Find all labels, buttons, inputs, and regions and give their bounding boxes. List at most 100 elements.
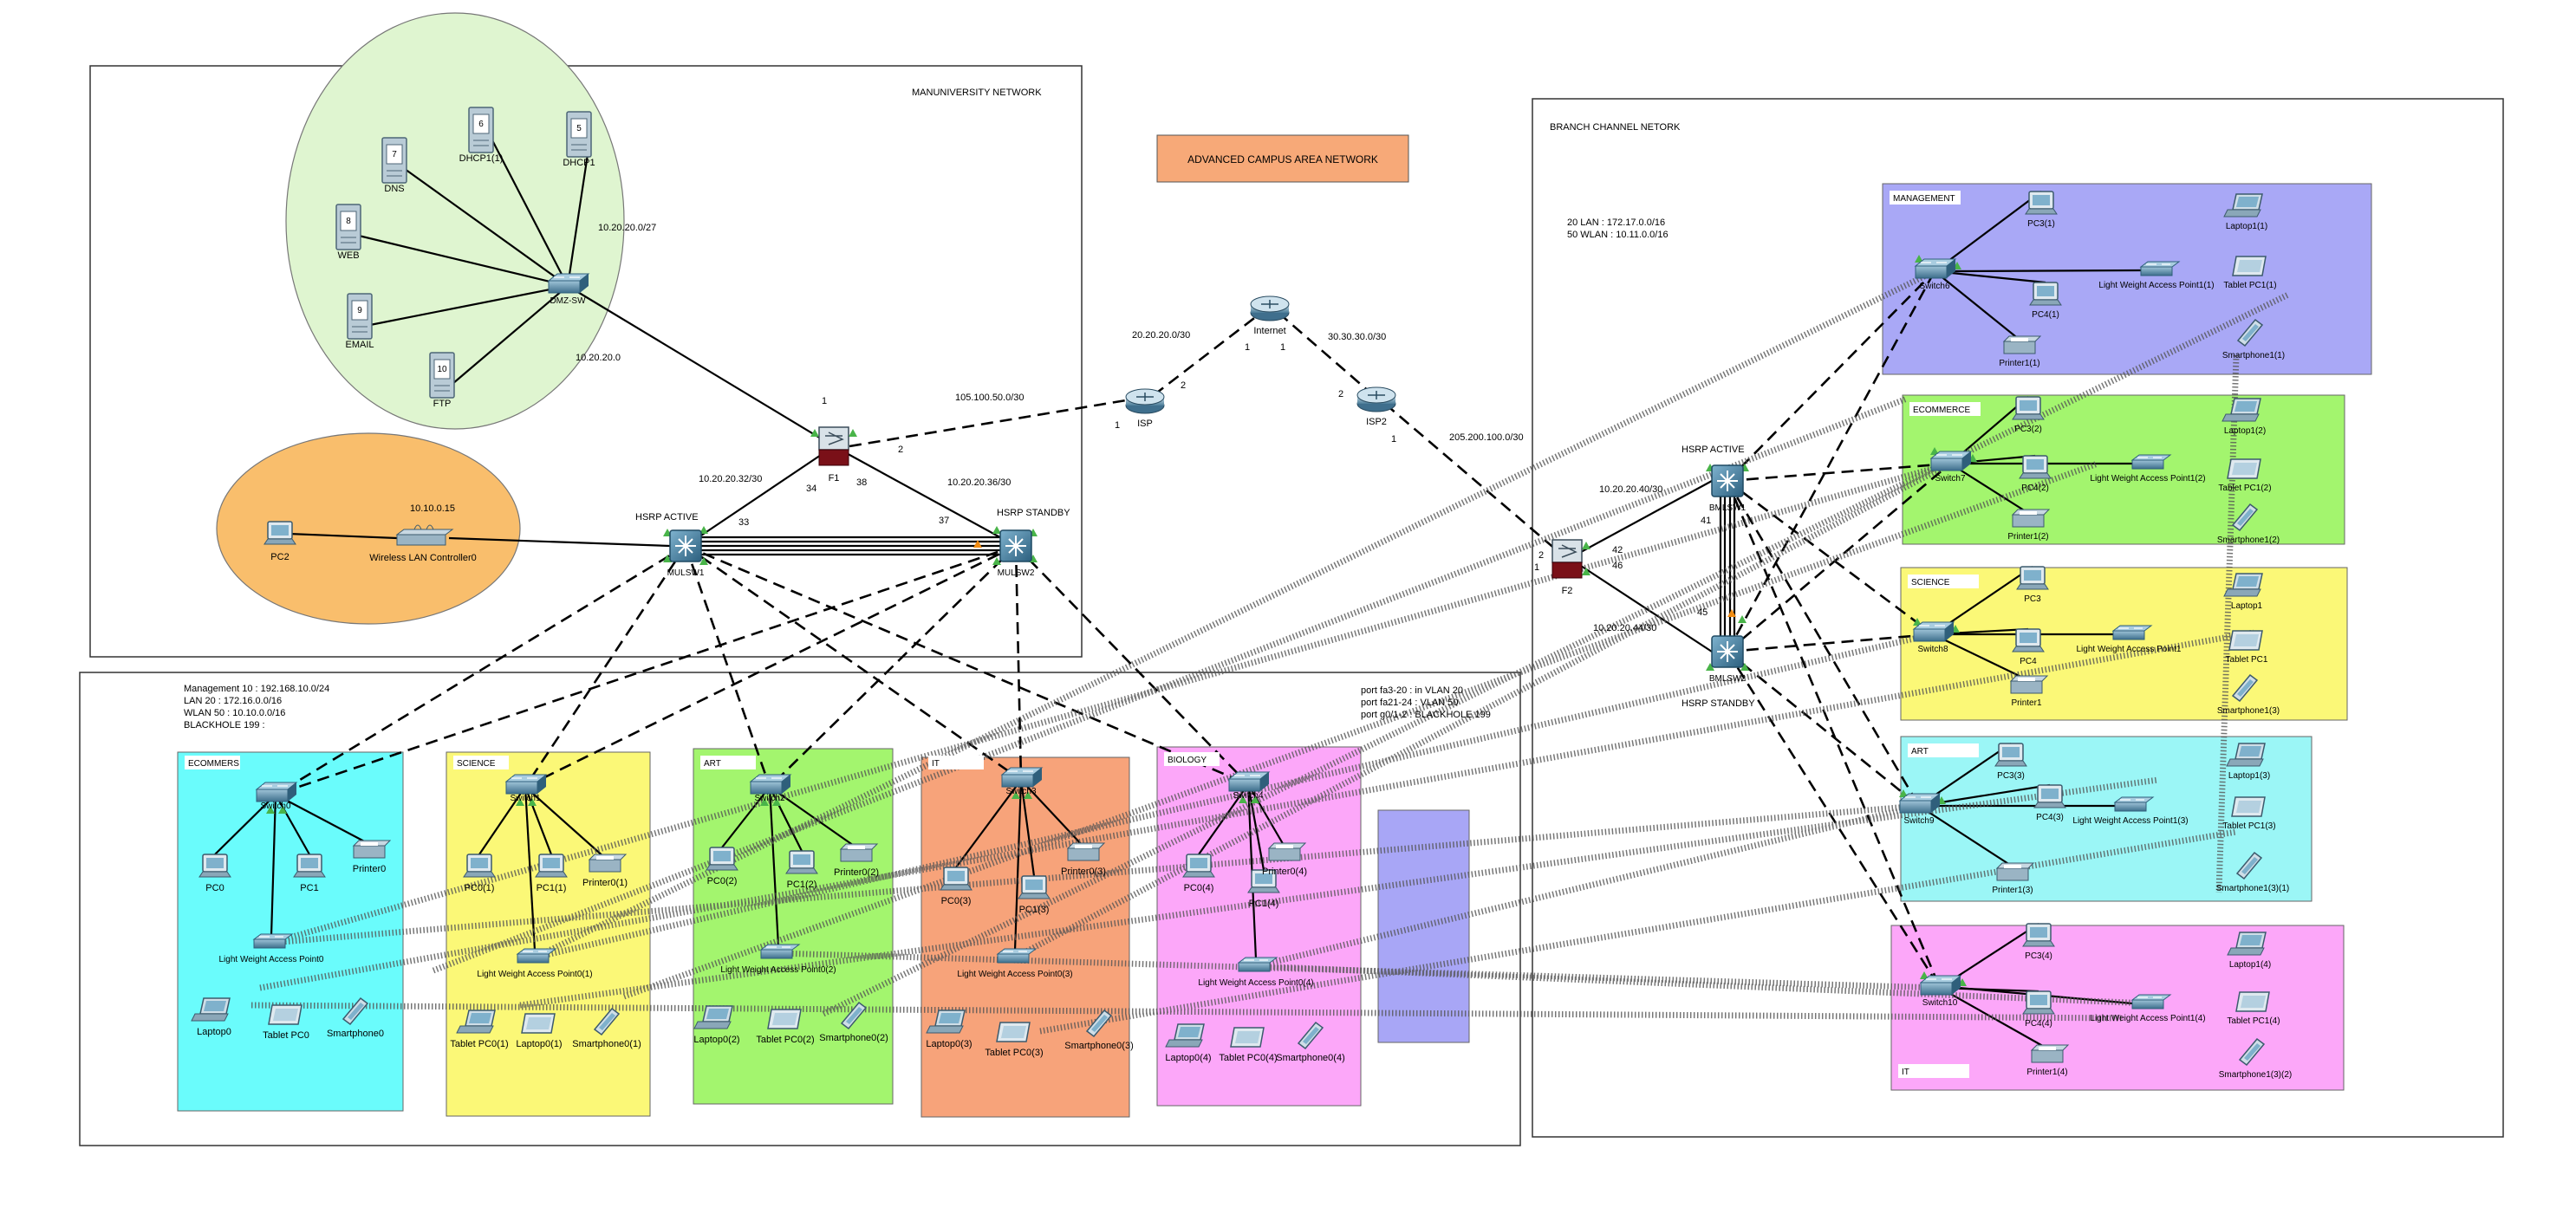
branch-core-bmls1[interactable] <box>1711 464 1744 497</box>
biology-pc[interactable] <box>1247 869 1280 893</box>
art-switch[interactable] <box>749 774 792 795</box>
branch-hsrp-active: HSRP ACTIVE <box>1682 445 1745 455</box>
it-printer[interactable] <box>1066 842 1106 861</box>
it-access-point[interactable] <box>996 948 1038 964</box>
branch-management-pc[interactable] <box>2025 191 2058 215</box>
art-mobile[interactable] <box>767 1009 802 1029</box>
biology-mobile[interactable] <box>1230 1027 1265 1048</box>
ecommers-pc[interactable] <box>198 854 231 878</box>
pc2[interactable] <box>263 521 296 545</box>
art-pc[interactable] <box>785 850 818 874</box>
branch-it-pc[interactable] <box>2022 990 2055 1015</box>
biology-pc[interactable] <box>1182 854 1215 878</box>
science-pc[interactable] <box>463 854 496 878</box>
branch-management-printer[interactable] <box>2002 335 2042 354</box>
science-mobile[interactable] <box>593 1007 621 1036</box>
firewall-f1[interactable] <box>818 426 849 466</box>
ecommers-printer[interactable] <box>352 840 392 859</box>
science-pc[interactable] <box>535 854 568 878</box>
branch-ecommerce-tablet[interactable] <box>2227 458 2261 479</box>
web-server[interactable] <box>335 204 361 250</box>
it-pc[interactable] <box>1018 875 1051 899</box>
dhcp1-server[interactable] <box>468 107 494 153</box>
science-pc-label: PC1(1) <box>537 883 567 893</box>
ecommers-mobile[interactable] <box>268 1004 302 1025</box>
branch-management-tablet[interactable] <box>2232 256 2267 276</box>
branch-core-bmls2[interactable] <box>1711 635 1744 668</box>
it-pc[interactable] <box>940 867 973 891</box>
branch-art-printer[interactable] <box>1995 862 2035 881</box>
it-mobile[interactable] <box>1085 1009 1113 1038</box>
art-mobile[interactable] <box>840 1001 868 1030</box>
branch-art-smartphone[interactable] <box>2235 851 2263 880</box>
branch-ecommerce-laptop[interactable] <box>2221 398 2261 422</box>
branch-ecommerce-pc[interactable] <box>2019 455 2052 479</box>
branch-science-laptop[interactable] <box>2223 573 2263 597</box>
branch-management-pc[interactable] <box>2029 282 2062 306</box>
internet-router[interactable] <box>1250 295 1290 321</box>
branch-ecommerce-pc[interactable] <box>2012 396 2045 420</box>
branch-ecommerce-printer[interactable] <box>2011 509 2051 528</box>
core-switch-mls2[interactable] <box>999 529 1032 562</box>
art-mobile[interactable] <box>693 1005 733 1029</box>
ecommers-mobile[interactable] <box>342 997 369 1026</box>
branch-art-tablet[interactable] <box>2231 796 2266 817</box>
branch-management-access-point[interactable] <box>2139 261 2181 276</box>
branch-art-laptop[interactable] <box>2226 743 2266 767</box>
art-printer[interactable] <box>839 843 879 862</box>
branch-it-smartphone[interactable] <box>2238 1037 2266 1067</box>
branch-management-smartphone[interactable] <box>2236 318 2264 347</box>
branch-science-switch[interactable] <box>1912 621 1955 642</box>
science-mobile[interactable] <box>521 1013 556 1034</box>
branch-ecommerce-smartphone[interactable] <box>2231 503 2259 532</box>
science-switch[interactable] <box>504 774 548 795</box>
branch-science-access-point[interactable] <box>2111 625 2153 640</box>
firewall-f2[interactable] <box>1551 539 1583 579</box>
dns-server[interactable] <box>381 137 407 184</box>
branch-science-smartphone[interactable] <box>2231 673 2259 703</box>
art-pc[interactable] <box>706 847 738 871</box>
dmz-switch[interactable] <box>547 273 590 294</box>
branch-art-pc[interactable] <box>1994 743 2027 767</box>
dhcp-server[interactable] <box>566 111 592 158</box>
art-access-point[interactable] <box>759 944 801 959</box>
branch-science-pc[interactable] <box>2016 566 2049 590</box>
isp2-router[interactable] <box>1356 386 1396 412</box>
science-printer[interactable] <box>588 854 628 873</box>
biology-mobile[interactable] <box>1297 1021 1324 1050</box>
science-access-point[interactable] <box>516 948 557 964</box>
branch-art-pc[interactable] <box>2033 784 2066 808</box>
science-mobile[interactable] <box>456 1010 496 1034</box>
branch-science-tablet[interactable] <box>2228 630 2263 651</box>
biology-printer[interactable] <box>1267 842 1307 861</box>
branch-management-laptop[interactable] <box>2223 193 2263 217</box>
branch-art-access-point[interactable] <box>2113 796 2155 812</box>
email-server[interactable] <box>347 293 373 340</box>
ecommers-pc[interactable] <box>293 854 326 878</box>
biology-switch[interactable] <box>1227 771 1271 792</box>
branch-it-switch[interactable] <box>1919 975 1962 996</box>
branch-management-switch[interactable] <box>1914 258 1957 279</box>
it-switch[interactable] <box>1000 767 1044 788</box>
branch-it-access-point[interactable] <box>2130 994 2172 1010</box>
branch-ecommerce-access-point[interactable] <box>2130 454 2172 470</box>
branch-it-printer[interactable] <box>2030 1044 2070 1063</box>
branch-it-pc[interactable] <box>2022 923 2055 947</box>
ecommers-mobile[interactable] <box>191 997 231 1022</box>
branch-art-switch[interactable] <box>1898 793 1942 814</box>
it-mobile[interactable] <box>996 1022 1031 1042</box>
biology-mobile[interactable] <box>1165 1023 1205 1048</box>
isp-router[interactable] <box>1125 388 1165 414</box>
ecommers-access-point[interactable] <box>252 933 294 949</box>
branch-ecommerce-switch[interactable] <box>1929 451 1973 471</box>
core-switch-mls1[interactable] <box>669 529 702 562</box>
ftp-server[interactable] <box>429 352 455 399</box>
branch-science-pc[interactable] <box>2012 628 2045 652</box>
it-mobile[interactable] <box>926 1010 966 1034</box>
branch-science-printer[interactable] <box>2009 675 2049 694</box>
wireless-lan-controller[interactable] <box>395 524 454 546</box>
branch-it-laptop[interactable] <box>2227 932 2267 956</box>
branch-it-tablet[interactable] <box>2235 991 2270 1012</box>
biology-access-point[interactable] <box>1237 957 1278 972</box>
ecommers-switch[interactable] <box>255 782 298 802</box>
